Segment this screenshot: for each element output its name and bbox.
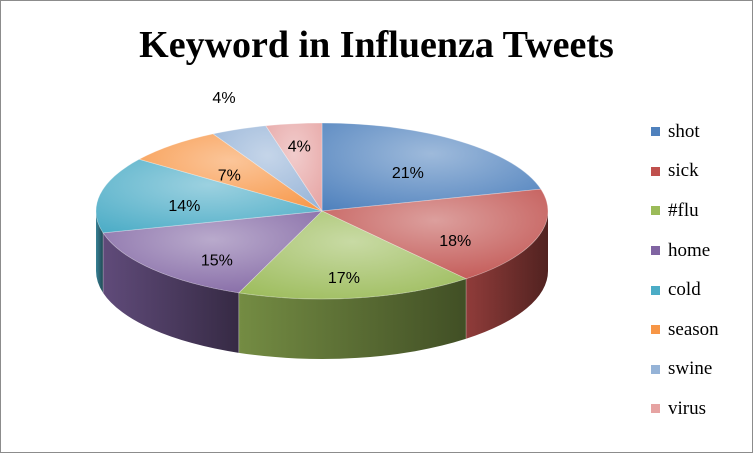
data-label-cold: 14% bbox=[168, 198, 200, 215]
data-label-swine: 4% bbox=[212, 90, 235, 107]
legend-swatch bbox=[651, 325, 660, 335]
pie-slice-swine bbox=[212, 125, 323, 212]
legend-label: home bbox=[668, 239, 711, 261]
pie-slice-home bbox=[102, 210, 324, 294]
legend-swatch bbox=[651, 127, 660, 137]
pie-slice-flu bbox=[237, 210, 468, 300]
pie-side-flu bbox=[238, 278, 467, 359]
chart-title: Keyword in Influenza Tweets bbox=[139, 24, 614, 66]
data-label-flu: 17% bbox=[328, 270, 360, 287]
data-label-home: 15% bbox=[201, 252, 233, 269]
legend-label: cold bbox=[668, 279, 701, 301]
legend-item-home: home bbox=[651, 231, 747, 271]
pie-slice-shot bbox=[321, 122, 542, 212]
pie-slice-season bbox=[138, 133, 323, 212]
legend-swatch bbox=[651, 206, 660, 216]
legend-swatch bbox=[651, 404, 660, 414]
legend-swatch bbox=[651, 364, 660, 374]
legend-item-swine: swine bbox=[651, 350, 747, 390]
legend-swatch bbox=[651, 166, 660, 176]
legend-swatch bbox=[651, 246, 660, 256]
pie-slice-virus bbox=[265, 122, 323, 213]
pie-side-cold bbox=[96, 211, 104, 293]
legend-item-flu: #flu bbox=[651, 191, 747, 231]
data-label-virus: 4% bbox=[288, 138, 311, 155]
data-label-shot: 21% bbox=[392, 165, 424, 182]
pie-slice-cold bbox=[95, 158, 323, 234]
legend-label: shot bbox=[668, 120, 700, 142]
legend-label: season bbox=[668, 318, 719, 340]
legend-item-sick: sick bbox=[651, 152, 747, 192]
legend-label: sick bbox=[668, 160, 699, 182]
legend-label: virus bbox=[668, 397, 706, 419]
legend-label: swine bbox=[668, 358, 713, 380]
legend-item-season: season bbox=[651, 310, 747, 350]
legend-label: #flu bbox=[668, 199, 699, 221]
pie-side-home bbox=[103, 232, 239, 353]
data-label-sick: 18% bbox=[439, 233, 471, 250]
pie-side-sick bbox=[466, 211, 548, 339]
pie-slice-sick bbox=[320, 188, 549, 280]
legend-item-shot: shot bbox=[651, 112, 747, 152]
legend-item-virus: virus bbox=[651, 389, 747, 429]
legend-swatch bbox=[651, 285, 660, 295]
legend: shot sick #flu home cold season swine virus bbox=[651, 112, 747, 429]
legend-item-cold: cold bbox=[651, 270, 747, 310]
data-label-season: 7% bbox=[218, 167, 241, 184]
